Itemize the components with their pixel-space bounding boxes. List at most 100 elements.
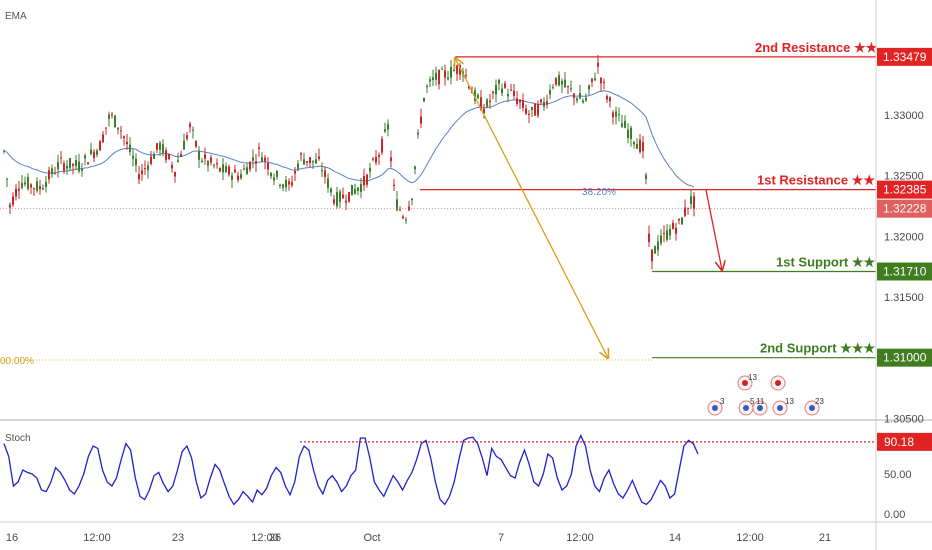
candle-body — [21, 183, 23, 188]
candle-body — [171, 164, 173, 169]
level-price-tag — [877, 262, 932, 281]
candle-body — [609, 97, 611, 102]
candle-body — [447, 77, 449, 80]
candle-body — [3, 150, 5, 152]
candle-body — [129, 144, 131, 153]
candle-body — [186, 135, 188, 139]
candle-body — [48, 170, 50, 180]
candle-body — [591, 78, 593, 82]
candle-body — [618, 114, 620, 116]
candle-body — [495, 84, 497, 95]
candle-body — [489, 100, 491, 103]
candle-body — [84, 155, 86, 159]
candle-body — [78, 161, 80, 172]
candle-body — [153, 154, 155, 159]
time-tick-label: 21 — [819, 532, 831, 544]
current-price-tag — [877, 199, 932, 218]
candle-body — [342, 194, 344, 199]
candle-body — [216, 163, 218, 165]
candle-body — [369, 167, 371, 172]
candle-body — [246, 167, 248, 175]
candle-body — [288, 181, 290, 185]
candle-body — [117, 127, 119, 130]
candle-body — [126, 141, 128, 145]
event-flag — [757, 405, 763, 411]
candle-body — [63, 163, 65, 171]
candle-body — [36, 181, 38, 191]
event-flag — [809, 405, 815, 411]
candle-body — [249, 161, 251, 170]
level-price-text: 1.33479 — [883, 50, 927, 64]
price-tick-label: 1.33000 — [884, 110, 924, 122]
time-tick-label: 12:00 — [251, 532, 279, 544]
candle-body — [417, 132, 419, 135]
fib-label: 38.20% — [582, 187, 616, 198]
candle-body — [255, 161, 257, 164]
candle-body — [225, 166, 227, 173]
fib-arrow — [455, 58, 608, 358]
candle-body — [528, 113, 530, 116]
candle-body — [603, 81, 605, 83]
candle-body — [213, 164, 215, 166]
candle-body — [405, 219, 407, 221]
candle-body — [354, 188, 356, 194]
candle-body — [219, 167, 221, 172]
candle-body — [531, 107, 533, 110]
candle-body — [588, 85, 590, 90]
candle-body — [198, 151, 200, 160]
candle-body — [636, 144, 638, 149]
level-label: 2nd Resistance ★★ — [755, 40, 878, 55]
candle-body — [312, 160, 314, 163]
candle-body — [621, 123, 623, 128]
candle-body — [303, 159, 305, 165]
stoch-panel: 50.00 0.00 90.18 — [3, 432, 932, 521]
candle-body — [384, 129, 386, 132]
candle-body — [501, 88, 503, 94]
level-price-text: 1.31710 — [883, 265, 927, 279]
candle-body — [204, 154, 206, 159]
time-tick-label: 12:00 — [83, 532, 111, 544]
candle-body — [648, 233, 650, 242]
ema-polyline — [3, 90, 695, 188]
candle-body — [210, 157, 212, 163]
current-price-text: 1.32228 — [883, 202, 927, 216]
candle-body — [672, 222, 674, 229]
annotations: 13 3 5 11 13 23 — [455, 58, 824, 416]
candle-body — [516, 98, 518, 104]
candle-body — [291, 182, 293, 186]
candle-body — [222, 164, 224, 173]
candle-body — [261, 157, 263, 162]
candle-body — [141, 170, 143, 175]
candle-body — [264, 157, 266, 162]
candle-body — [453, 69, 455, 71]
event-label: 23 — [815, 397, 824, 406]
candle-body — [27, 177, 29, 189]
candle-body — [99, 141, 101, 151]
level-price-tag — [877, 47, 932, 66]
stoch-tick-label: 0.00 — [884, 509, 905, 521]
candle-body — [432, 77, 434, 80]
candle-body — [651, 249, 653, 262]
candle-body — [33, 188, 35, 190]
stoch-tick-label: 50.00 — [884, 469, 912, 481]
event-label: 11 — [756, 397, 765, 406]
candle-body — [693, 196, 695, 209]
candle-body — [315, 159, 317, 164]
candle-body — [339, 191, 341, 202]
candle-body — [522, 100, 524, 108]
candle-body — [15, 188, 17, 197]
candle-body — [387, 124, 389, 130]
candle-body — [87, 162, 89, 165]
candle-body — [393, 184, 395, 186]
ema-label[interactable]: EMA — [5, 11, 27, 22]
stoch-label[interactable]: Stoch — [5, 433, 31, 444]
candle-body — [396, 199, 398, 211]
candle-body — [477, 94, 479, 99]
candle-body — [348, 192, 350, 202]
candle-body — [237, 175, 239, 181]
candle-body — [519, 99, 521, 103]
candle-body — [402, 216, 404, 219]
